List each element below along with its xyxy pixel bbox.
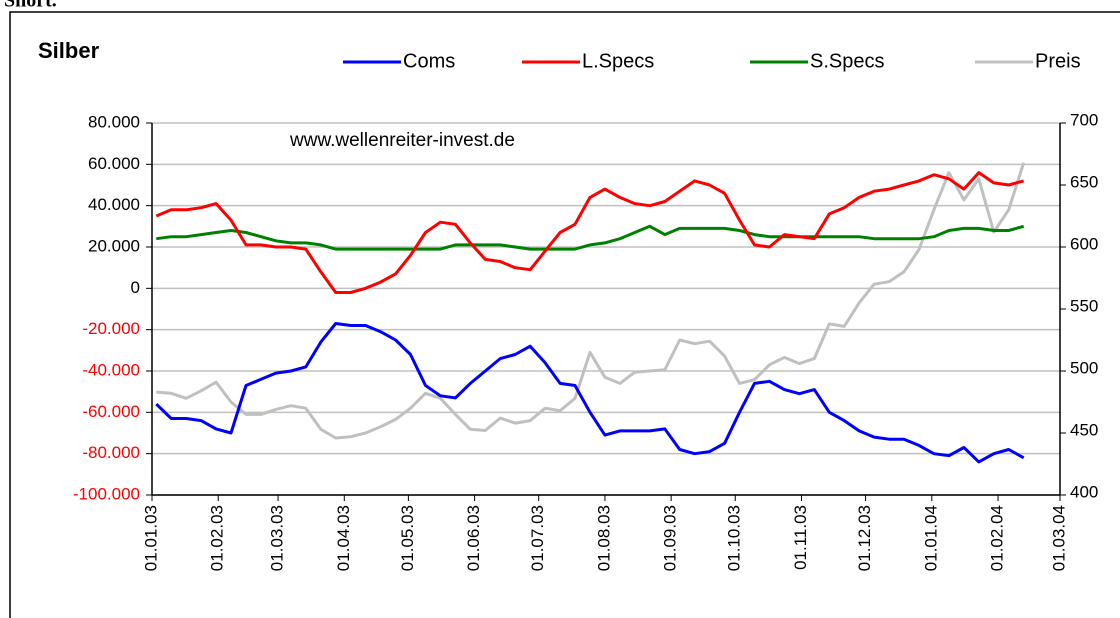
y-tick-label: -20.000 bbox=[82, 319, 140, 338]
y-tick-label: 40.000 bbox=[88, 195, 140, 214]
y2-tick-label: 400 bbox=[1070, 482, 1098, 501]
x-tick-label: 01.05.03 bbox=[398, 505, 417, 571]
x-tick-label: 01.04.03 bbox=[334, 505, 353, 571]
y-tick-label: 20.000 bbox=[88, 236, 140, 255]
x-tick-label: 01.09.03 bbox=[661, 505, 680, 571]
x-tick-label: 01.07.03 bbox=[528, 505, 547, 571]
y2-tick-label: 500 bbox=[1070, 358, 1098, 377]
legend-label: L.Specs bbox=[582, 50, 654, 72]
x-tick-label: 01.03.03 bbox=[268, 505, 287, 571]
annotation: www.wellenreiter-invest.de bbox=[289, 130, 515, 151]
x-tick-label: 01.01.04 bbox=[921, 505, 940, 571]
chart-frame bbox=[9, 11, 1120, 618]
legend-label: Preis bbox=[1035, 50, 1081, 72]
y2-tick-label: 700 bbox=[1070, 110, 1098, 129]
series-line bbox=[156, 224, 1025, 251]
y2-tick-label: 450 bbox=[1070, 420, 1098, 439]
chart-title: Silber bbox=[38, 38, 100, 63]
x-tick-label: 01.11.03 bbox=[791, 505, 810, 570]
x-tick-label: 01.12.03 bbox=[855, 505, 874, 571]
y-tick-label: -40.000 bbox=[82, 360, 140, 379]
series-line bbox=[156, 162, 1026, 440]
y-tick-label: 60.000 bbox=[88, 154, 140, 173]
y-tick-label: 0 bbox=[131, 278, 140, 297]
x-tick-label: 01.01.03 bbox=[141, 505, 160, 571]
y-tick-label: -60.000 bbox=[82, 402, 140, 421]
x-tick-label: 01.03.04 bbox=[1049, 505, 1068, 571]
y-tick-label: -80.000 bbox=[82, 443, 140, 462]
x-tick-label: 01.08.03 bbox=[594, 505, 613, 571]
x-tick-label: 01.02.04 bbox=[988, 505, 1007, 571]
x-tick-label: 01.06.03 bbox=[464, 505, 483, 571]
y2-tick-label: 550 bbox=[1070, 296, 1098, 315]
y2-tick-label: 600 bbox=[1070, 234, 1098, 253]
series-line bbox=[155, 171, 1025, 294]
x-tick-label: 01.02.03 bbox=[208, 505, 227, 571]
series-line bbox=[155, 322, 1025, 464]
legend-label: S.Specs bbox=[810, 50, 884, 72]
x-tick-label: 01.10.03 bbox=[725, 505, 744, 571]
y-tick-label: -100.000 bbox=[73, 484, 140, 503]
legend-label: Coms bbox=[403, 50, 455, 72]
y-tick-label: 80.000 bbox=[88, 112, 140, 131]
y2-tick-label: 650 bbox=[1070, 172, 1098, 191]
page-text: Short. bbox=[4, 0, 57, 12]
